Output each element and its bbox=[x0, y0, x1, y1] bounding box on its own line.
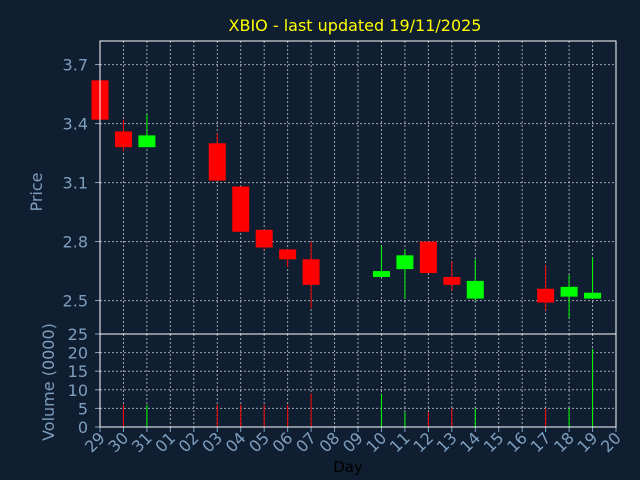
candle-body bbox=[466, 280, 484, 299]
x-tick-label: 20 bbox=[597, 428, 625, 456]
chart-title: XBIO - last updated 19/11/2025 bbox=[229, 16, 482, 35]
volume-tick-label: 20 bbox=[68, 344, 88, 363]
candle-body bbox=[396, 255, 414, 270]
volume-tick-label: 15 bbox=[68, 362, 88, 381]
candle-body bbox=[114, 131, 132, 148]
price-ticks: 2.5 2.8 3.1 3.4 3.7 bbox=[63, 56, 100, 311]
candle-body bbox=[138, 135, 156, 148]
candle-body bbox=[372, 271, 390, 277]
price-axis-label: Price bbox=[27, 172, 46, 211]
volume-grid bbox=[100, 334, 616, 427]
price-tick-label: 3.4 bbox=[63, 115, 88, 134]
candle-body bbox=[255, 229, 273, 248]
x-axis-label: Day bbox=[333, 458, 363, 476]
price-tick-label: 2.8 bbox=[63, 233, 88, 252]
candle-body bbox=[584, 292, 602, 299]
price-tick-label: 3.7 bbox=[63, 56, 88, 75]
volume-tick-label: 10 bbox=[68, 381, 88, 400]
candle-body bbox=[443, 276, 461, 285]
plot-frames bbox=[99, 40, 617, 428]
volume-tick-label: 5 bbox=[78, 399, 88, 418]
candle-body bbox=[302, 259, 320, 285]
volume-tick-label: 0 bbox=[78, 418, 88, 437]
volume-bars bbox=[122, 348, 594, 427]
x-ticks: 2930310102030405060708091011121314151617… bbox=[81, 427, 625, 456]
candle-body bbox=[279, 249, 297, 260]
candle-body bbox=[560, 286, 578, 297]
volume-axis-label: Volume (0000) bbox=[39, 323, 58, 441]
candle-body bbox=[208, 143, 226, 181]
candle-body bbox=[537, 288, 555, 303]
price-tick-label: 3.1 bbox=[63, 174, 88, 193]
volume-tick-label: 25 bbox=[68, 325, 88, 344]
candles bbox=[91, 80, 602, 319]
price-tick-label: 2.5 bbox=[63, 292, 88, 311]
candle-body bbox=[419, 241, 437, 274]
candle-body bbox=[232, 186, 250, 232]
volume-plot-frame bbox=[99, 333, 617, 428]
